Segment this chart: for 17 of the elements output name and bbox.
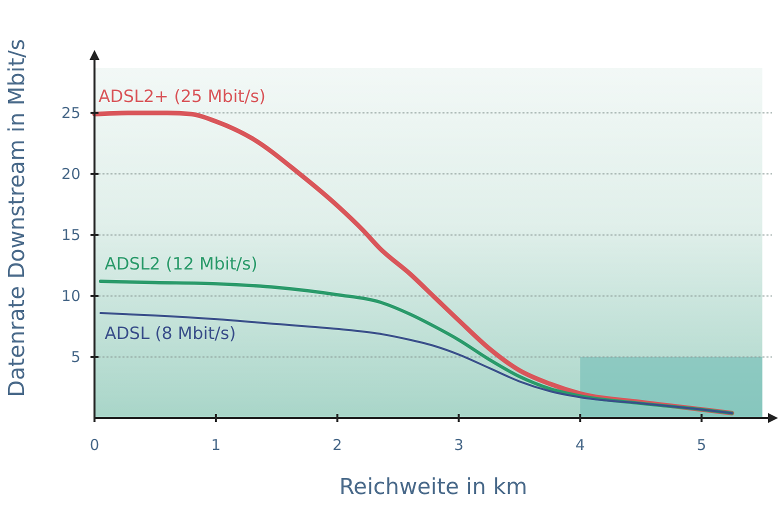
- x-tick-label: 1: [211, 436, 221, 454]
- y-tick-label: 10: [61, 287, 80, 306]
- x-tick-label: 2: [332, 436, 342, 454]
- y-tick-label: 20: [61, 165, 80, 184]
- y-axis-title: Datenrate Downstream in Mbit/s: [5, 38, 30, 398]
- y-tick-label: 25: [61, 104, 80, 122]
- y-tick-label: 5: [70, 348, 80, 366]
- x-axis-title: Reichweite in km: [339, 475, 528, 500]
- x-tick-label: 5: [696, 436, 706, 454]
- series-label: ADSL2+ (25 Mbit/s): [98, 87, 266, 108]
- x-tick-label: 4: [575, 436, 585, 454]
- series-label: ADSL (8 Mbit/s): [104, 324, 236, 344]
- x-tick-label: 0: [90, 436, 100, 454]
- series-label: ADSL2 (12 Mbit/s): [104, 254, 258, 274]
- y-tick-label: 15: [61, 226, 80, 244]
- x-tick-label: 3: [454, 436, 464, 454]
- line-series: [100, 312, 733, 414]
